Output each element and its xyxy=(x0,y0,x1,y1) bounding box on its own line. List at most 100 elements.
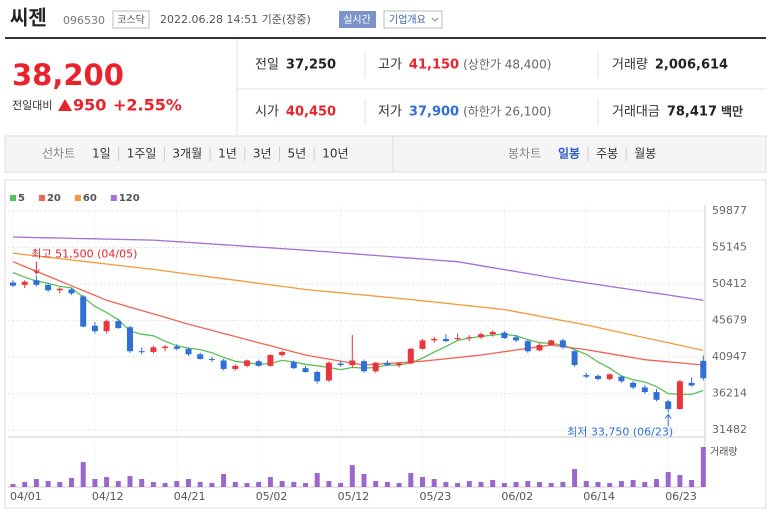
candle-body xyxy=(688,382,695,386)
volume-label: 거래량 xyxy=(710,446,738,458)
stat-label: 저가 xyxy=(378,105,402,120)
annotation-arrow xyxy=(33,261,40,275)
candle-body xyxy=(606,374,613,379)
timestamp: 2022.06.28 14:51 기준(장중) xyxy=(160,13,311,26)
x-tick-label: 04/01 xyxy=(10,490,42,503)
volume-bar xyxy=(92,479,98,487)
legend-label: 120 xyxy=(119,193,140,204)
candle-body xyxy=(255,361,262,366)
candle-body xyxy=(442,338,449,342)
candle-body xyxy=(676,381,683,410)
stat-value: 78,417 xyxy=(667,105,717,120)
volume-bar xyxy=(314,473,320,487)
volume-bar xyxy=(700,447,706,487)
tab[interactable]: 월봉 xyxy=(634,147,656,161)
candle-body xyxy=(21,281,28,285)
candle-body xyxy=(478,334,484,338)
volume-bar xyxy=(431,479,437,487)
tab[interactable]: 1일 xyxy=(92,147,111,161)
volume-bar xyxy=(33,479,39,487)
candle-body xyxy=(103,321,110,332)
x-tick-label: 04/12 xyxy=(92,490,124,503)
candle-body xyxy=(419,340,426,349)
volume-bar xyxy=(501,483,507,487)
volume-bar xyxy=(384,482,390,487)
x-tick-label: 05/23 xyxy=(420,490,452,503)
candle-body xyxy=(372,362,379,372)
stat-value: 37,250 xyxy=(286,58,336,73)
volume-bar xyxy=(560,482,566,487)
volume-bar xyxy=(349,465,355,487)
candle-body xyxy=(244,360,250,366)
candle-body xyxy=(162,346,169,349)
candle-body xyxy=(45,284,52,291)
candle-body xyxy=(197,354,204,359)
stat-value: 40,450 xyxy=(286,105,336,120)
legend-swatch xyxy=(38,195,45,201)
candle-body xyxy=(641,387,648,393)
volume-bar xyxy=(244,483,250,487)
y-tick-label: 40947 xyxy=(712,350,747,363)
volume-bar xyxy=(466,481,472,487)
tab[interactable]: 1주일 xyxy=(127,147,157,161)
volume-bar xyxy=(186,479,191,487)
tab-group-label: 선차트 xyxy=(42,147,75,161)
stat-value: 41,150 xyxy=(409,58,459,73)
candle-body xyxy=(571,351,578,366)
volume-bar xyxy=(677,475,683,487)
volume-bar xyxy=(583,481,589,487)
volume-bar xyxy=(326,481,332,487)
candle-body xyxy=(290,361,297,369)
company-button[interactable] xyxy=(383,10,443,29)
legend-swatch xyxy=(74,195,81,201)
candle-body xyxy=(337,363,344,366)
stat-label: 시가 xyxy=(255,105,279,120)
candle-body xyxy=(314,372,321,382)
candle-body xyxy=(524,341,531,352)
realtime-badge[interactable] xyxy=(339,11,376,28)
x-tick-label: 06/02 xyxy=(501,490,533,503)
stat-note: (하한가 26,100) xyxy=(463,105,551,119)
volume-bar xyxy=(10,484,16,487)
candle-body xyxy=(220,360,227,369)
x-tick-label: 06/14 xyxy=(583,490,615,503)
candle-body xyxy=(618,376,625,382)
candle-body xyxy=(325,362,332,381)
volume-bar xyxy=(443,482,449,487)
candle-body xyxy=(115,321,122,329)
tab[interactable]: 5년 xyxy=(288,147,307,161)
candle-body xyxy=(548,340,555,346)
volume-bar xyxy=(689,480,695,487)
realtime[interactable]: 실시간 xyxy=(343,14,371,26)
annotation-low: 최저 33,750 (06/23) xyxy=(567,426,673,439)
candle-body xyxy=(630,382,637,388)
y-tick-label: 45679 xyxy=(712,314,747,327)
legend-swatch xyxy=(110,195,117,201)
tab[interactable]: 3년 xyxy=(253,147,272,161)
candle-body xyxy=(33,280,40,285)
candle-body xyxy=(583,375,590,377)
candle-body xyxy=(10,282,16,286)
volume-bar xyxy=(139,479,145,487)
tab[interactable]: 일봉 xyxy=(558,147,580,161)
candle-body xyxy=(501,332,508,339)
legend-label: 60 xyxy=(83,193,97,204)
volume-bar xyxy=(665,472,671,487)
tab[interactable]: 주봉 xyxy=(596,147,618,161)
annotation-high: 최고 51,500 (04/05) xyxy=(31,248,137,261)
tab[interactable]: 10년 xyxy=(322,147,348,161)
y-tick-label: 55145 xyxy=(712,240,747,253)
tab[interactable]: 3개월 xyxy=(172,147,202,161)
volume-bar xyxy=(267,477,273,487)
volume-bar xyxy=(232,482,238,487)
candle-body xyxy=(466,337,473,339)
candle-body xyxy=(513,337,520,341)
volume-bar xyxy=(595,482,601,487)
volume-bar xyxy=(127,476,133,487)
volume-bar xyxy=(104,477,110,487)
company[interactable]: 기업개요 xyxy=(389,13,426,26)
volume-bar xyxy=(396,483,402,487)
tab[interactable]: 1년 xyxy=(218,147,237,161)
